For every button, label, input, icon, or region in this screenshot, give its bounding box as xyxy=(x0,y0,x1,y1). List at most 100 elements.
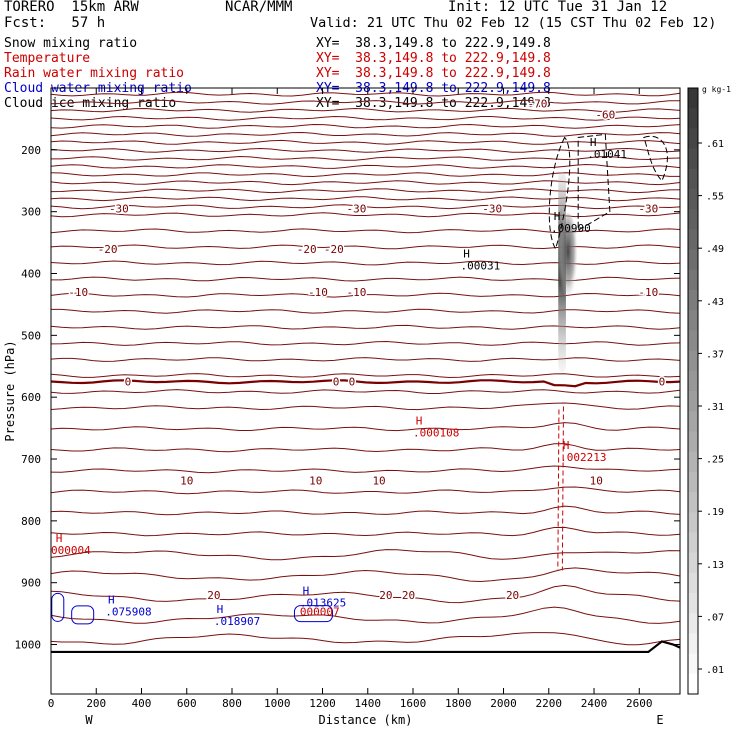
maximum-marker: H xyxy=(108,594,115,607)
isotherm-line xyxy=(50,91,681,97)
isotherm-label: -30 xyxy=(482,203,502,216)
colorbar-tick-label: .07 xyxy=(706,612,724,623)
isotherm-line xyxy=(50,163,681,169)
isotherm-line xyxy=(50,212,681,218)
isotherm-label: -30 xyxy=(109,203,129,216)
cloud-ice-contour xyxy=(577,133,611,232)
forecast-hour: Fcst: 57 h xyxy=(4,15,106,31)
isotherm-line xyxy=(50,180,681,186)
maximum-value: .018907 xyxy=(214,615,260,628)
isotherm-line xyxy=(50,486,681,495)
colorbar-tick-label: .61 xyxy=(706,139,724,150)
y-axis-label: Pressure (hPa) xyxy=(3,340,17,441)
isotherm-label: 20 xyxy=(402,589,415,602)
colorbar-swatch xyxy=(688,249,698,271)
isotherm-label: 20 xyxy=(379,589,392,602)
field-label-temperature: Temperature xyxy=(4,51,91,66)
isotherm-line xyxy=(50,549,681,561)
isotherm-line xyxy=(50,567,681,583)
isotherm-label: -30 xyxy=(347,203,367,216)
x-tick-label: 2400 xyxy=(581,697,608,710)
init-time: Init: 12 UTC Tue 31 Jan 12 xyxy=(448,0,668,15)
x-axis-label: Distance (km) xyxy=(319,713,413,727)
x-tick-label: 600 xyxy=(177,697,197,710)
colorbar-swatch xyxy=(688,108,698,129)
isotherm-line xyxy=(50,505,681,516)
x-tick-label: 2200 xyxy=(536,697,563,710)
maximum-marker: H xyxy=(563,439,570,452)
isotherm-line xyxy=(50,402,681,411)
isotherm-line xyxy=(50,340,681,346)
isotherm-line xyxy=(50,139,681,145)
isotherm-line xyxy=(50,324,681,330)
field-xy-rain: XY= 38.3,149.8 to 222.9,149.8 xyxy=(316,66,551,81)
isotherm-label: -60 xyxy=(595,109,615,122)
x-tick-label: 1800 xyxy=(445,697,472,710)
isotherm-line xyxy=(50,107,681,113)
colorbar-swatch xyxy=(688,431,698,453)
y-tick-label: 800 xyxy=(21,515,41,528)
isotherm-line xyxy=(50,357,681,362)
colorbar-swatch xyxy=(688,673,698,695)
colorbar-swatch xyxy=(688,613,698,634)
colorbar-swatch xyxy=(688,310,698,331)
colorbar-swatch xyxy=(688,209,698,230)
isotherm-line xyxy=(50,260,681,266)
isotherm-line xyxy=(50,606,681,624)
isotherm-label: 20 xyxy=(506,589,519,602)
isotherm-label: -20 xyxy=(324,243,344,256)
colorbar-swatch xyxy=(688,633,698,655)
isotherm-line xyxy=(50,443,681,453)
colorbar-swatch xyxy=(688,128,698,150)
colorbar-swatch xyxy=(688,593,698,614)
maximum-value: .000108 xyxy=(413,426,459,439)
colorbar-tick-label: .49 xyxy=(706,244,724,255)
org-label: NCAR/MMM xyxy=(225,0,293,15)
y-tick-label: 500 xyxy=(21,329,41,342)
isotherm-label: -20 xyxy=(297,243,317,256)
maximum-value: 000004 xyxy=(51,544,91,557)
colorbar-tick-label: .43 xyxy=(706,297,724,308)
colorbar-swatch xyxy=(688,552,698,574)
rain-contour xyxy=(557,406,564,571)
colorbar-unit: g kg-1 xyxy=(702,85,731,94)
east-label: E xyxy=(656,713,663,727)
x-tick-label: 0 xyxy=(48,697,55,710)
maximum-marker: H xyxy=(56,532,63,545)
y-tick-label: 700 xyxy=(21,453,41,466)
colorbar-frame xyxy=(687,87,699,695)
isotherm-line xyxy=(50,99,680,105)
isotherm-label: -10 xyxy=(347,286,367,299)
zero-isotherm xyxy=(50,379,681,388)
isotherm-label: 0 xyxy=(659,376,666,389)
isotherm-line xyxy=(51,155,681,161)
cloud-water-contour xyxy=(293,605,333,623)
isotherm-line xyxy=(51,308,681,314)
cloud-ice-contour xyxy=(643,135,668,182)
terrain-line xyxy=(51,640,681,654)
isotherm-label: -10 xyxy=(638,286,658,299)
colorbar-swatch xyxy=(688,269,698,291)
colorbar-swatch xyxy=(688,653,698,675)
isotherm-line xyxy=(50,422,681,432)
isotherm-label: 0 xyxy=(333,376,340,389)
maximum-value: .002213 xyxy=(560,451,606,464)
colorbar-swatch xyxy=(688,391,698,412)
y-tick-label: 300 xyxy=(21,206,41,219)
field-label-snow: Snow mixing ratio xyxy=(4,36,138,51)
field-label-rain: Rain water mixing ratio xyxy=(4,66,185,81)
y-tick-label: 200 xyxy=(21,144,41,157)
colorbar-swatch xyxy=(688,330,698,352)
maximum-value: 000007 xyxy=(300,606,340,619)
maximum-marker: H xyxy=(554,210,561,223)
model-title: TORERO 15km ARW xyxy=(4,0,139,15)
colorbar-swatch xyxy=(688,512,698,533)
west-label: W xyxy=(85,713,93,727)
isotherm-label: -10 xyxy=(68,286,88,299)
colorbar-swatch xyxy=(688,290,698,311)
colorbar-swatch xyxy=(688,532,698,554)
colorbar-swatch xyxy=(688,411,698,432)
maximum-marker: H xyxy=(217,603,224,616)
isotherm-line xyxy=(50,244,681,250)
isotherm-line xyxy=(50,373,681,379)
